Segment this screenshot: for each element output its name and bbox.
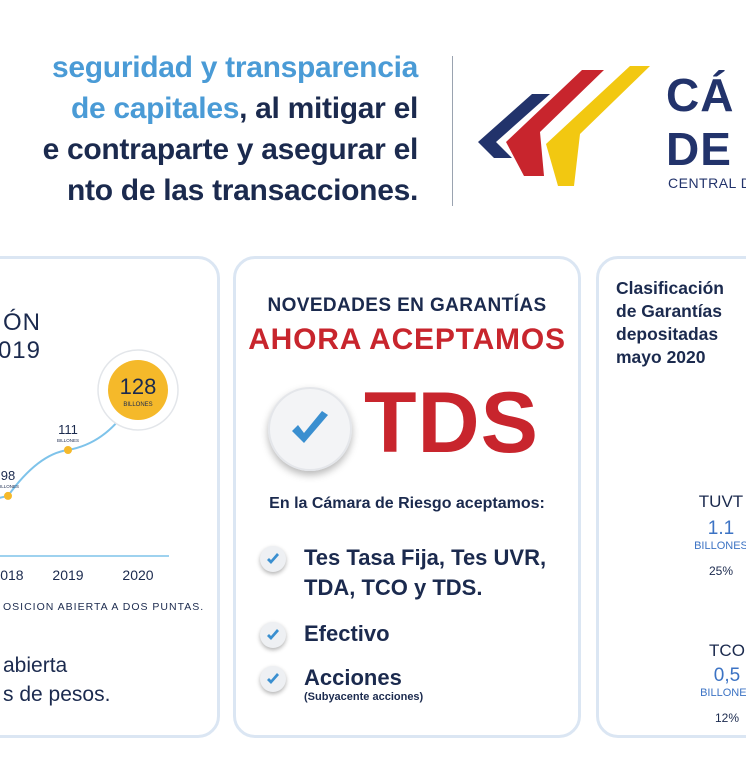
chart-note: OSICION ABIERTA A DOS PUNTAS. bbox=[3, 601, 205, 613]
data-unit-label: BILLONES bbox=[0, 484, 19, 489]
item-check-icon bbox=[260, 622, 286, 648]
accepted-item-text: Tes Tasa Fija, Tes UVR, TDA, TCO y TDS. bbox=[304, 543, 546, 603]
entry-percent: 12% bbox=[714, 711, 740, 725]
data-unit-label: BILLONES bbox=[57, 438, 79, 443]
entry-unit: BILLONES bbox=[694, 540, 746, 552]
headline-line: seguridad y transparencia bbox=[52, 48, 418, 88]
classification-entry-tco: TCO 0,5 BILLONES 12% bbox=[687, 641, 746, 725]
entry-percent: 25% bbox=[708, 564, 734, 578]
logo-stripe-red bbox=[506, 70, 604, 176]
headline-segment: seguridad y transparencia bbox=[52, 51, 418, 84]
headline-line: e contraparte y asegurar el bbox=[42, 130, 419, 170]
data-point bbox=[4, 491, 12, 500]
x-tick-label: 2019 bbox=[52, 567, 83, 583]
classification-title-line: Clasificación bbox=[616, 278, 724, 298]
data-unit-label: BILLONES bbox=[123, 402, 152, 408]
highlight-tds: TDS bbox=[364, 375, 539, 471]
entry-value: 0,5 bbox=[713, 665, 741, 686]
entry-unit: BILLONES bbox=[700, 687, 746, 699]
entry-value: 1.1 bbox=[707, 518, 735, 539]
news-subtitle: AHORA ACEPTAMOS bbox=[248, 323, 566, 356]
headline-segment: nto de las transacciones. bbox=[67, 174, 418, 207]
headline-segment: e contraparte y asegurar el bbox=[42, 133, 419, 166]
data-label: 98 bbox=[1, 468, 15, 483]
evolution-panel: IÓN 019 98BILLONES111BILLONES128BILLONES… bbox=[0, 256, 220, 738]
chart-footer: abierta s de pesos. bbox=[3, 651, 110, 709]
classification-entry-tuvt: TUVT 1.1 BILLONES 25% bbox=[681, 492, 746, 578]
logo-stripes-icon bbox=[478, 66, 650, 186]
data-label: 128 bbox=[120, 374, 157, 399]
chart-title-line-1: IÓN bbox=[0, 309, 41, 336]
news-panel: NOVEDADES EN GARANTÍAS AHORA ACEPTAMOS T… bbox=[233, 256, 581, 738]
accepted-item-text: Acciones bbox=[304, 665, 402, 690]
item-check-icon bbox=[260, 546, 286, 572]
news-title: NOVEDADES EN GARANTÍAS bbox=[267, 295, 547, 316]
logo-word-2: DE bbox=[666, 123, 732, 175]
headline-line: nto de las transacciones. bbox=[67, 171, 418, 211]
chart-footer-line-1: abierta bbox=[3, 654, 68, 677]
classification-title: Clasificación de Garantías depositadas m… bbox=[616, 277, 724, 369]
data-point bbox=[108, 360, 168, 420]
classification-title-line: depositadas bbox=[616, 324, 719, 344]
item-check-icon bbox=[260, 666, 286, 692]
data-label: 111 bbox=[58, 422, 78, 437]
accepted-item-line: TDA, TCO y TDS. bbox=[304, 575, 483, 600]
headline-line: de capitales, al mitigar el bbox=[71, 89, 418, 129]
headline-segment: , al mitigar el bbox=[239, 92, 418, 125]
big-check-badge bbox=[268, 387, 352, 471]
accepted-intro: En la Cámara de Riesgo aceptamos: bbox=[269, 495, 545, 512]
chart-title-line-2: 019 bbox=[0, 337, 41, 364]
accepted-item-text: Efectivo bbox=[304, 621, 390, 646]
accepted-item-subtext: (Subyacente acciones) bbox=[304, 691, 424, 703]
logo-subtitle: CENTRAL D bbox=[668, 175, 746, 191]
x-tick-label: 2020 bbox=[122, 567, 153, 583]
classification-panel: Clasificación de Garantías depositadas m… bbox=[596, 256, 746, 738]
data-point bbox=[64, 446, 72, 455]
chart-title: IÓN 019 bbox=[0, 309, 41, 365]
entry-name: TCO bbox=[709, 641, 745, 660]
classification-title-line: mayo 2020 bbox=[616, 347, 706, 367]
headline-segment: de capitales bbox=[70, 92, 240, 125]
checkmark-icon bbox=[292, 411, 328, 443]
entry-name: TUVT bbox=[698, 492, 744, 511]
company-logo: CÁ DE CENTRAL D bbox=[478, 60, 746, 200]
logo-stripe-yellow bbox=[546, 66, 650, 186]
header-divider bbox=[452, 56, 453, 206]
x-tick-label: 2018 bbox=[0, 567, 24, 583]
accepted-item-line: Tes Tasa Fija, Tes UVR, bbox=[304, 545, 547, 570]
classification-title-line: de Garantías bbox=[616, 301, 723, 321]
logo-stripe-blue bbox=[478, 94, 550, 158]
chart-footer-line-2: s de pesos. bbox=[3, 683, 111, 706]
evolution-line-chart: 98BILLONES111BILLONES128BILLONES20182019… bbox=[0, 349, 179, 583]
logo-word-1: CÁ bbox=[666, 69, 735, 121]
